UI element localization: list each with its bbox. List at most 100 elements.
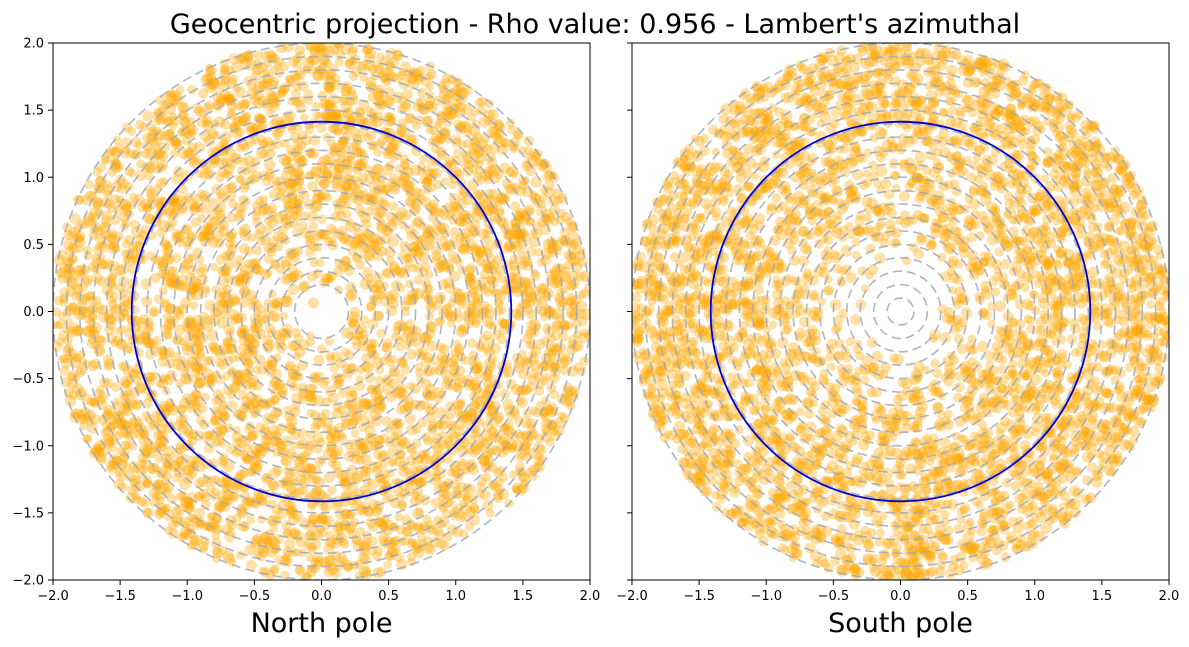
data-point: [493, 255, 503, 266]
data-point: [305, 125, 314, 135]
data-point: [511, 383, 523, 396]
data-point: [167, 194, 179, 207]
data-point: [154, 452, 165, 463]
data-point: [181, 393, 192, 403]
data-point: [541, 396, 550, 405]
data-point: [158, 196, 169, 207]
data-point: [421, 277, 432, 288]
data-point: [75, 327, 84, 337]
data-point: [103, 354, 115, 366]
data-point: [209, 342, 221, 353]
data-point: [402, 294, 414, 306]
data-point: [294, 457, 305, 468]
data-point: [397, 500, 408, 511]
data-point: [379, 233, 391, 245]
data-point: [426, 340, 439, 352]
data-point: [199, 170, 210, 180]
data-point: [503, 366, 515, 378]
data-point: [235, 209, 246, 220]
data-point: [289, 528, 301, 540]
data-point: [436, 519, 446, 529]
data-point: [557, 411, 567, 421]
data-point: [268, 537, 281, 550]
data-point: [273, 241, 284, 252]
data-point: [550, 330, 562, 341]
data-point: [404, 413, 416, 425]
data-point: [537, 216, 548, 227]
data-point: [561, 211, 572, 223]
data-point: [297, 454, 308, 465]
data-point: [304, 230, 315, 241]
data-point: [475, 246, 487, 258]
data-point: [305, 43, 315, 51]
data-point: [223, 461, 235, 473]
data-point: [335, 147, 346, 158]
data-point: [433, 121, 443, 130]
data-point: [523, 146, 533, 156]
data-point: [580, 328, 590, 338]
data-point: [483, 460, 494, 471]
data-point: [492, 305, 504, 317]
data-point: [297, 467, 308, 478]
data-point: [418, 244, 430, 255]
data-point: [103, 189, 113, 199]
data-point: [246, 515, 256, 524]
data-point: [471, 425, 482, 436]
data-point: [323, 566, 335, 578]
data-point: [167, 273, 178, 284]
data-point: [447, 74, 457, 84]
data-point: [173, 231, 185, 243]
data-point: [434, 407, 447, 419]
data-point: [334, 229, 346, 240]
data-point: [318, 164, 329, 175]
data-point: [372, 504, 383, 515]
data-point: [268, 379, 280, 390]
data-point: [499, 162, 511, 174]
data-point: [211, 285, 221, 294]
data-point: [537, 454, 547, 464]
data-point: [233, 202, 245, 214]
data-point: [171, 229, 182, 239]
data-point: [540, 353, 552, 364]
data-point: [247, 233, 256, 243]
data-point: [449, 360, 460, 371]
data-point: [331, 79, 342, 91]
x-tick-label: −1.5: [104, 589, 136, 604]
data-point: [374, 284, 383, 293]
data-point: [206, 208, 219, 220]
data-point: [158, 219, 169, 231]
data-point: [420, 356, 432, 367]
data-point: [432, 449, 444, 461]
data-point: [185, 290, 196, 301]
data-point: [491, 446, 502, 457]
data-point: [498, 274, 508, 284]
data-point: [376, 179, 387, 190]
data-point: [521, 384, 532, 395]
data-point: [460, 227, 472, 239]
data-point: [171, 252, 182, 264]
data-point: [287, 272, 297, 282]
data-point: [366, 190, 378, 202]
data-point: [282, 155, 292, 165]
data-point: [204, 167, 213, 176]
data-point: [365, 47, 377, 60]
data-point: [267, 217, 278, 229]
data-point: [110, 156, 119, 166]
data-point: [157, 257, 169, 268]
data-point: [104, 231, 116, 243]
data-point: [205, 483, 216, 495]
data-point: [332, 174, 344, 185]
data-point: [194, 507, 205, 519]
data-point: [521, 290, 533, 302]
data-point: [237, 117, 247, 127]
data-point: [433, 179, 443, 190]
data-point: [314, 456, 325, 467]
data-point: [515, 306, 528, 318]
data-point: [217, 490, 229, 502]
data-point: [174, 504, 186, 516]
data-point: [190, 217, 201, 228]
data-point: [248, 455, 260, 468]
data-point: [293, 152, 306, 165]
data-point: [249, 338, 261, 350]
data-point: [239, 99, 250, 110]
